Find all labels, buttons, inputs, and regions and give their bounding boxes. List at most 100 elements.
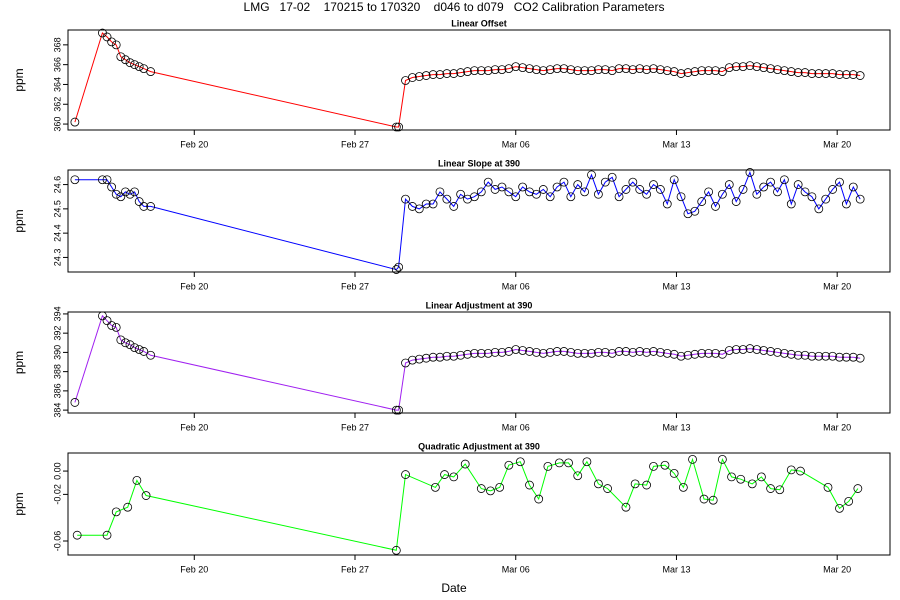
data-point [614,192,624,202]
data-point [532,65,541,75]
data-point [593,65,603,75]
data-point [717,455,727,464]
data-point [773,347,782,357]
data-point [635,347,645,356]
data-point [408,355,417,365]
data-point [699,494,709,504]
data-point [697,197,707,206]
data-point [391,405,401,415]
data-point [848,182,858,192]
data-point [841,352,851,362]
data-point [731,345,741,354]
data-point [123,502,133,512]
data-point [690,67,700,76]
data-point [821,69,831,78]
data-point [566,192,576,202]
data-point [116,52,126,62]
data-point [107,182,117,192]
data-point [676,192,686,202]
data-point [621,502,631,512]
data-point [708,495,718,505]
x-tick-label: Mar 06 [502,139,530,149]
x-tick-label: Mar 13 [662,139,690,149]
data-point [391,545,401,555]
data-point [773,187,782,197]
data-point [621,185,631,194]
data-point [538,66,548,75]
data-point [587,170,596,180]
data-point [504,460,514,470]
data-point [688,455,697,464]
data-point [401,470,410,479]
y-tick-label: 390 [52,345,62,360]
data-point [545,347,555,357]
data-point [102,32,112,42]
data-point [603,484,612,493]
data-point [102,530,112,540]
data-point [683,68,693,77]
data-point [607,172,617,182]
data-point [655,347,665,357]
data-point [814,204,824,214]
data-point [690,349,700,359]
data-point [635,185,645,194]
data-point [593,347,603,357]
data-point [711,348,720,358]
y-tick-label: 364 [52,77,62,92]
data-point [711,66,720,75]
data-point [130,187,139,197]
x-tick-label: Feb 27 [341,564,369,574]
data-point [456,350,466,360]
data-point [731,62,741,72]
data-point [573,180,583,189]
data-point [848,70,858,79]
x-tick-label: Feb 20 [180,281,208,291]
data-point [736,474,746,484]
data-point [116,335,126,345]
data-point [796,466,805,476]
data-point [786,199,796,209]
data-point [600,347,610,357]
data-point [525,187,534,197]
data-point [139,347,149,356]
data-point [428,352,438,362]
panel-title: Linear Slope at 390 [438,158,520,168]
data-point [525,347,534,356]
data-point [855,353,865,363]
data-point [828,185,837,194]
y-tick-label: 0.00 [52,462,62,480]
plot-frame [67,452,891,556]
data-line [74,314,861,411]
data-point [504,64,514,74]
data-point [490,185,500,194]
data-point [70,175,80,185]
y-tick-label: 392 [52,326,62,341]
y-tick-label: 368 [52,37,62,52]
y-tick-label: 24.4 [52,224,62,242]
data-point [775,485,785,495]
data-point [573,348,583,358]
data-point [449,472,459,482]
data-point [662,348,672,358]
data-point [844,496,854,506]
data-point [704,187,714,197]
data-point [449,202,459,211]
data-point [525,480,534,490]
data-point [848,352,858,362]
plot-frame [67,29,891,131]
data-point [552,64,562,74]
data-point [470,66,479,75]
data-point [430,482,440,492]
data-point [525,64,534,74]
data-point [807,69,817,78]
plot-frame [67,169,891,273]
data-point [662,66,672,75]
data-point [130,60,139,70]
data-point [391,122,401,132]
data-point [582,457,592,467]
data-point [621,347,631,356]
data-point [515,457,525,467]
x-tick-label: Mar 13 [662,281,690,291]
data-point [566,347,576,357]
